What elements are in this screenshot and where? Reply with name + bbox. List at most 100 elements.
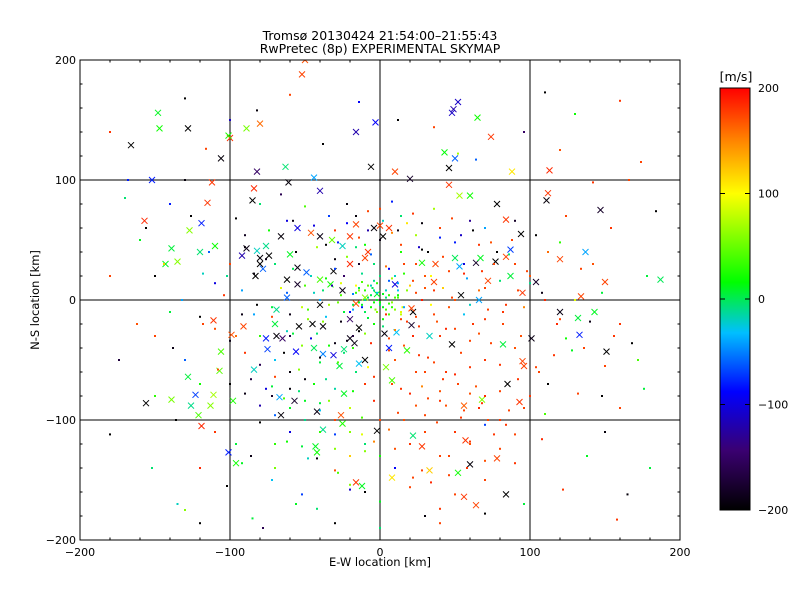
x-marker-stroke: [148, 176, 156, 184]
dot-marker-point: [409, 486, 411, 489]
x-marker-point: [426, 332, 433, 340]
dot-marker-point: [334, 387, 336, 390]
dot-marker-point: [364, 299, 366, 301]
dot-marker-point: [331, 284, 333, 287]
dot-marker-point: [382, 306, 384, 309]
x-marker-stroke: [327, 281, 334, 288]
dot-marker-point: [337, 361, 339, 364]
x-marker-point: [162, 260, 169, 268]
x-marker-stroke: [450, 105, 457, 113]
dot-marker-point: [202, 323, 204, 325]
dot-marker-point: [244, 246, 246, 249]
x-marker-stroke: [406, 175, 414, 183]
dot-marker-point: [565, 215, 567, 217]
x-marker-point: [457, 291, 465, 299]
dot-marker-point: [517, 378, 519, 381]
dot-marker-point: [226, 275, 228, 277]
x-marker-stroke: [577, 293, 585, 300]
dot-marker-point: [391, 277, 393, 280]
x-marker-stroke: [249, 197, 256, 204]
colorbar-tick-label: 200: [758, 82, 779, 95]
x-marker-point: [232, 459, 240, 467]
x-marker-stroke: [466, 192, 474, 199]
dot-marker-point: [487, 308, 489, 311]
dot-marker-point: [523, 503, 525, 505]
dot-marker-point: [217, 368, 219, 371]
x-marker-stroke: [216, 367, 223, 375]
x-marker-point: [198, 219, 205, 227]
dot-marker-point: [379, 500, 381, 503]
x-marker-stroke: [574, 314, 582, 322]
x-marker-stroke: [240, 323, 247, 330]
x-marker-point: [454, 469, 462, 477]
dot-marker-point: [544, 413, 546, 415]
x-marker-stroke: [381, 330, 388, 337]
x-marker-point: [253, 247, 261, 255]
dot-marker-point: [478, 407, 480, 409]
x-marker-stroke: [418, 443, 426, 450]
x-marker-point: [448, 341, 456, 348]
dot-marker-point: [319, 299, 321, 301]
x-marker-stroke: [141, 217, 148, 225]
dot-marker-point: [439, 335, 441, 337]
x-marker-point: [451, 254, 459, 262]
x-marker-stroke: [460, 493, 468, 501]
dot-marker-point: [367, 296, 369, 299]
colorbar-ticks: 200 100 0 −100 −200: [720, 82, 788, 517]
chart-title: Tromsø 20130424 21:54:00–21:55:43: [262, 28, 498, 43]
x-marker-point: [576, 331, 583, 339]
x-marker-point: [294, 281, 301, 288]
x-marker-stroke: [204, 199, 211, 207]
x-marker-stroke: [352, 221, 360, 228]
dot-marker-point: [145, 227, 147, 229]
x-marker-point: [456, 192, 463, 199]
x-marker-point: [355, 324, 363, 331]
x-marker-stroke: [283, 294, 291, 301]
x-marker-stroke: [339, 242, 346, 250]
dot-marker-point: [412, 212, 414, 215]
dot-marker-point: [487, 419, 489, 421]
dot-marker-point: [535, 366, 537, 369]
x-marker-stroke: [210, 317, 217, 324]
dot-marker-point: [382, 318, 384, 321]
x-marker-stroke: [292, 348, 300, 355]
dot-marker-point: [370, 253, 372, 256]
dot-marker-point: [307, 308, 309, 311]
x-marker-stroke: [307, 229, 315, 237]
dot-marker-point: [289, 335, 291, 337]
x-marker-stroke: [456, 192, 463, 199]
dot-marker-point: [406, 320, 408, 323]
x-marker-stroke: [243, 245, 250, 252]
x-marker-stroke: [328, 236, 336, 244]
x-marker-stroke: [198, 422, 205, 430]
dot-marker-point: [436, 320, 438, 323]
x-marker-stroke: [466, 461, 474, 468]
x-marker-point: [229, 397, 237, 405]
x-marker-point: [339, 420, 346, 427]
dot-marker-point: [280, 193, 282, 196]
dot-marker-point: [337, 471, 339, 474]
dot-marker-point: [355, 246, 357, 249]
x-marker-point: [441, 149, 448, 156]
x-marker-point: [339, 287, 346, 294]
dot-marker-point: [136, 323, 138, 325]
dot-marker-point: [394, 275, 396, 277]
x-marker-point: [475, 296, 483, 304]
dot-marker-point: [403, 272, 405, 275]
x-marker-stroke: [477, 254, 484, 262]
dot-marker-point: [319, 409, 321, 412]
dot-marker-point: [544, 299, 546, 301]
x-marker-stroke: [487, 133, 495, 141]
x-marker-stroke: [319, 350, 327, 358]
dot-marker-point: [316, 246, 318, 249]
y-tick-label: 0: [69, 294, 76, 307]
x-axis-label: E-W location [km]: [329, 555, 431, 569]
dot-marker-point: [406, 222, 408, 225]
x-marker-stroke: [361, 356, 369, 364]
x-marker-point: [376, 222, 384, 229]
dot-marker-point: [376, 282, 378, 285]
dot-marker-point: [604, 365, 606, 367]
dot-marker-point: [592, 263, 594, 265]
dot-marker-point: [154, 395, 156, 397]
dot-marker-point: [454, 299, 456, 301]
